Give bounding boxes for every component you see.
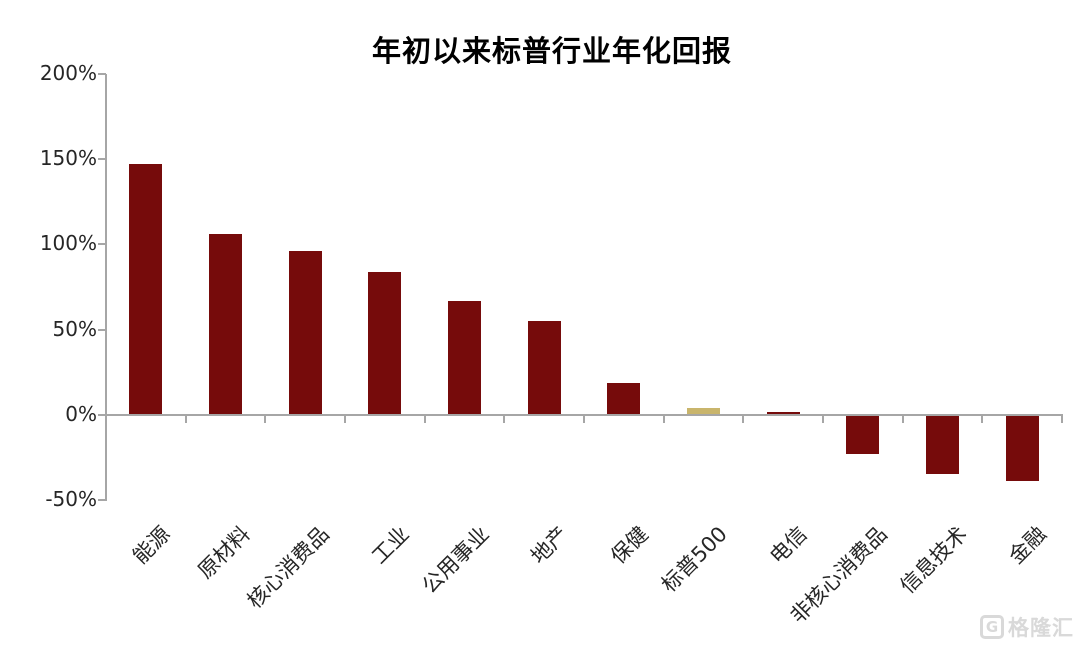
bar [1005,416,1039,481]
y-tick [98,157,106,160]
bar [527,321,561,415]
bar [209,234,242,415]
y-axis-line [105,74,107,501]
x-tick [344,415,346,423]
category-label: 保健 [605,521,653,569]
x-tick [105,415,107,423]
bar [368,271,402,415]
x-tick [901,415,904,423]
x-tick [583,415,585,423]
x-tick [742,415,745,423]
y-tick [98,243,106,246]
bar [687,408,720,415]
category-label: 原材料 [192,521,255,584]
x-tick [662,415,665,423]
y-tick [98,414,106,416]
category-label: 地产 [526,521,573,569]
gelonghui-logo-icon: G [980,615,1004,639]
bar [926,416,959,475]
y-tick-label: 200% [39,60,97,85]
x-tick [1061,415,1063,423]
bar [129,163,163,415]
watermark-logo-letter: G [985,618,999,636]
x-tick [822,415,824,423]
x-tick [423,415,426,423]
y-tick-label: -50% [45,487,97,512]
category-label: 核心消费品 [242,521,334,614]
category-label: 能源 [127,521,175,569]
watermark-text: 格隆汇 [1008,616,1074,640]
x-tick [503,415,506,423]
y-tick [98,72,106,75]
category-label: 金融 [1004,521,1051,569]
bar [448,300,481,415]
y-tick [98,328,106,331]
watermark: G 格隆汇 [980,612,1074,642]
category-label: 工业 [366,521,414,569]
y-tick [98,499,106,502]
x-tick [264,415,267,423]
bar [288,251,322,415]
x-tick [981,415,984,423]
category-label: 标普500 [657,521,733,597]
y-tick-label: 0% [65,402,97,426]
bar [766,411,800,415]
x-tick [184,415,187,423]
chart-title: 年初以来标普行业年化回报 [371,34,732,68]
category-label: 信息技术 [894,521,972,599]
y-tick-label: 150% [39,145,97,170]
bar [846,416,880,454]
y-tick-label: 50% [52,316,97,341]
bar [607,382,641,415]
category-label: 公用事业 [416,521,494,599]
category-label: 电信 [765,521,812,569]
y-tick-label: 100% [39,231,97,256]
